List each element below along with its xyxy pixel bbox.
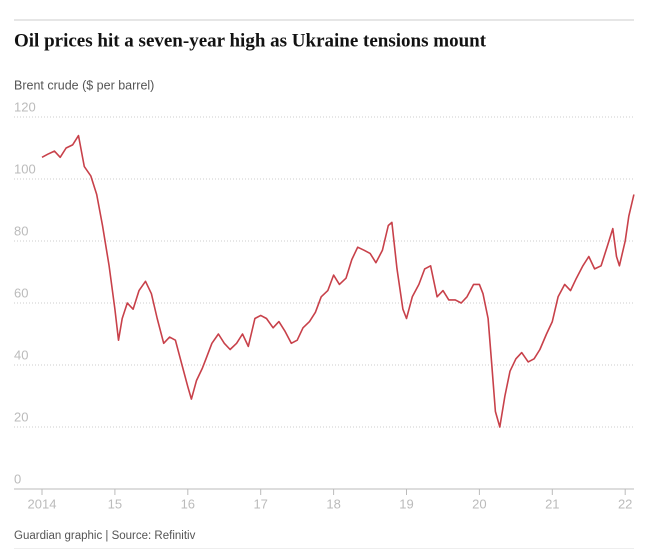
x-tick-label: 18 xyxy=(326,496,340,511)
y-tick-label: 40 xyxy=(14,347,28,362)
y-tick-label: 80 xyxy=(14,223,28,238)
x-tick-label: 17 xyxy=(253,496,267,511)
y-tick-label: 100 xyxy=(14,161,36,176)
chart-title: Oil prices hit a seven-year high as Ukra… xyxy=(14,30,487,51)
price-line xyxy=(41,134,635,428)
subtitle: Brent crude ($ per barrel) xyxy=(14,78,154,92)
x-tick-label: 20 xyxy=(472,496,486,511)
x-tick-label: 19 xyxy=(399,496,413,511)
x-tick-label: 21 xyxy=(545,496,559,511)
y-tick-label: 0 xyxy=(14,471,21,486)
x-tick-label: 22 xyxy=(618,496,632,511)
source: Guardian graphic | Source: Refinitiv xyxy=(14,530,196,542)
y-tick-label: 120 xyxy=(14,99,36,114)
x-tick-label: 15 xyxy=(108,496,122,511)
y-tick-label: 60 xyxy=(14,285,28,300)
x-tick-label: 16 xyxy=(181,496,195,511)
y-tick-label: 20 xyxy=(14,409,28,424)
x-tick-label: 2014 xyxy=(28,496,57,511)
